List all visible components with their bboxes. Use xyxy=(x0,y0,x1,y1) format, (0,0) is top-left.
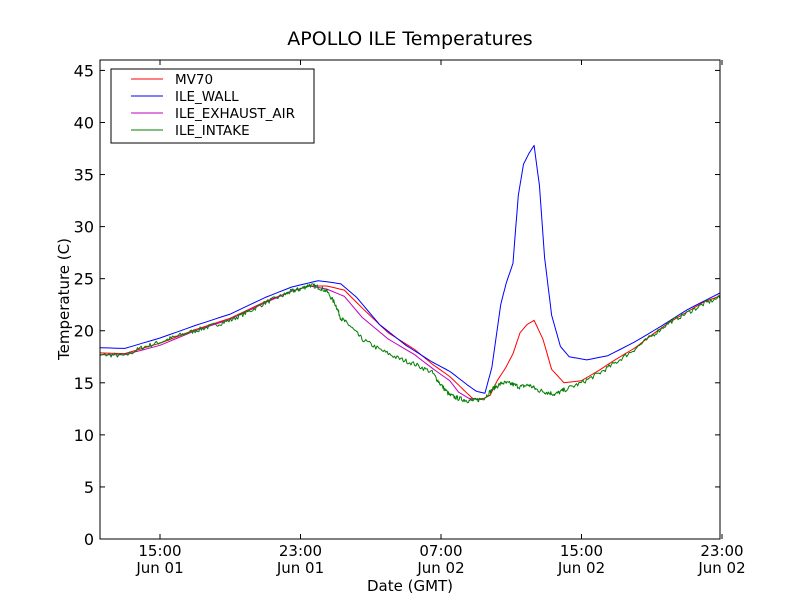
x-tick-label-time: 07:00 xyxy=(419,542,462,560)
y-tick-label: 25 xyxy=(74,270,94,289)
x-tick-label-date: Jun 02 xyxy=(416,559,464,577)
x-tick-label-date: Jun 02 xyxy=(697,559,745,577)
legend-label: ILE_WALL xyxy=(175,89,239,105)
chart-title: APOLLO ILE Temperatures xyxy=(287,28,532,50)
legend-label: ILE_EXHAUST_AIR xyxy=(175,106,295,122)
y-axis: 0 5 10 15 20 25 30 35 40 45 xyxy=(74,61,720,549)
legend-label: ILE_INTAKE xyxy=(175,123,250,139)
x-axis-label: Date (GMT) xyxy=(367,577,453,595)
y-tick-label: 40 xyxy=(74,113,94,132)
x-tick-label-time: 15:00 xyxy=(138,542,181,560)
y-tick-label: 20 xyxy=(74,322,94,341)
x-tick-label-date: Jun 02 xyxy=(557,559,605,577)
series-line-ile-wall xyxy=(99,144,721,394)
y-axis-label: Temperature (C) xyxy=(55,238,73,361)
series-layer xyxy=(99,144,721,404)
y-tick-label: 30 xyxy=(74,218,94,237)
y-tick-label: 0 xyxy=(84,530,94,549)
y-tick-label: 10 xyxy=(74,426,94,445)
plot-frame xyxy=(99,59,721,540)
y-tick-label: 15 xyxy=(74,374,94,393)
y-tick-label: 45 xyxy=(74,61,94,80)
x-tick-label-time: 23:00 xyxy=(279,542,322,560)
legend-label: MV70 xyxy=(175,72,213,88)
x-tick-label-time: 15:00 xyxy=(560,542,603,560)
legend-box xyxy=(110,68,315,144)
series-line-ile-exhaust-air xyxy=(100,285,480,400)
series-line-ile-intake xyxy=(99,283,721,404)
y-tick-label: 5 xyxy=(84,478,94,497)
x-tick-label-time: 23:00 xyxy=(700,542,743,560)
x-tick-label-date: Jun 01 xyxy=(276,559,324,577)
x-tick-label-date: Jun 01 xyxy=(135,559,183,577)
y-tick-label: 35 xyxy=(74,166,94,185)
